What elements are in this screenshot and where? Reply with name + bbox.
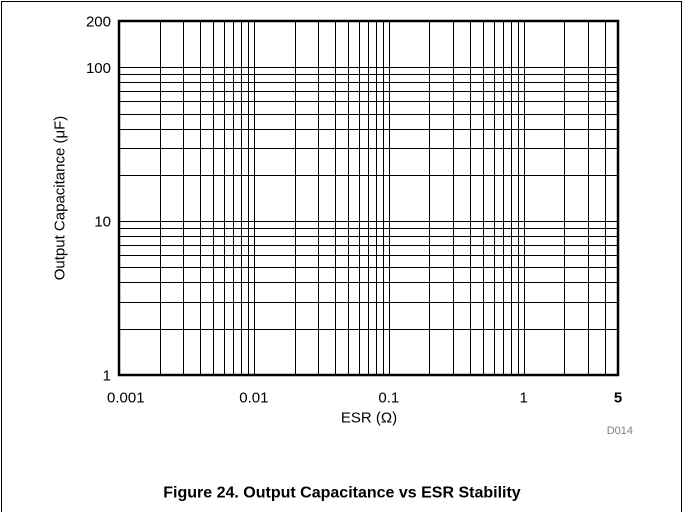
x-tick-label: 5 (614, 390, 622, 407)
y-tick-label: 100 (86, 60, 111, 77)
x-tick-label: 0.001 (107, 390, 145, 407)
x-tick-label: 0.01 (239, 390, 268, 407)
x-tick-labels: 0.001 0.01 0.1 1 5 (107, 390, 622, 407)
y-tick-label: 1 (103, 368, 111, 385)
y-tick-labels: 1 10 100 200 (86, 14, 111, 385)
figure-caption: Figure 24. Output Capacitance vs ESR Sta… (163, 485, 521, 502)
y-tick-label: 200 (86, 14, 111, 31)
x-axis-label: ESR (Ω) (341, 410, 397, 427)
x-tick-label: 1 (520, 390, 528, 407)
figure-id: D014 (607, 425, 633, 437)
x-gridlines (160, 21, 606, 375)
y-axis-label: Output Capacitance (μF) (52, 116, 69, 281)
plot-area-border (117, 19, 620, 377)
y-gridlines (119, 67, 618, 330)
y-tick-label: 10 (94, 214, 111, 231)
x-tick-label: 0.1 (378, 390, 399, 407)
